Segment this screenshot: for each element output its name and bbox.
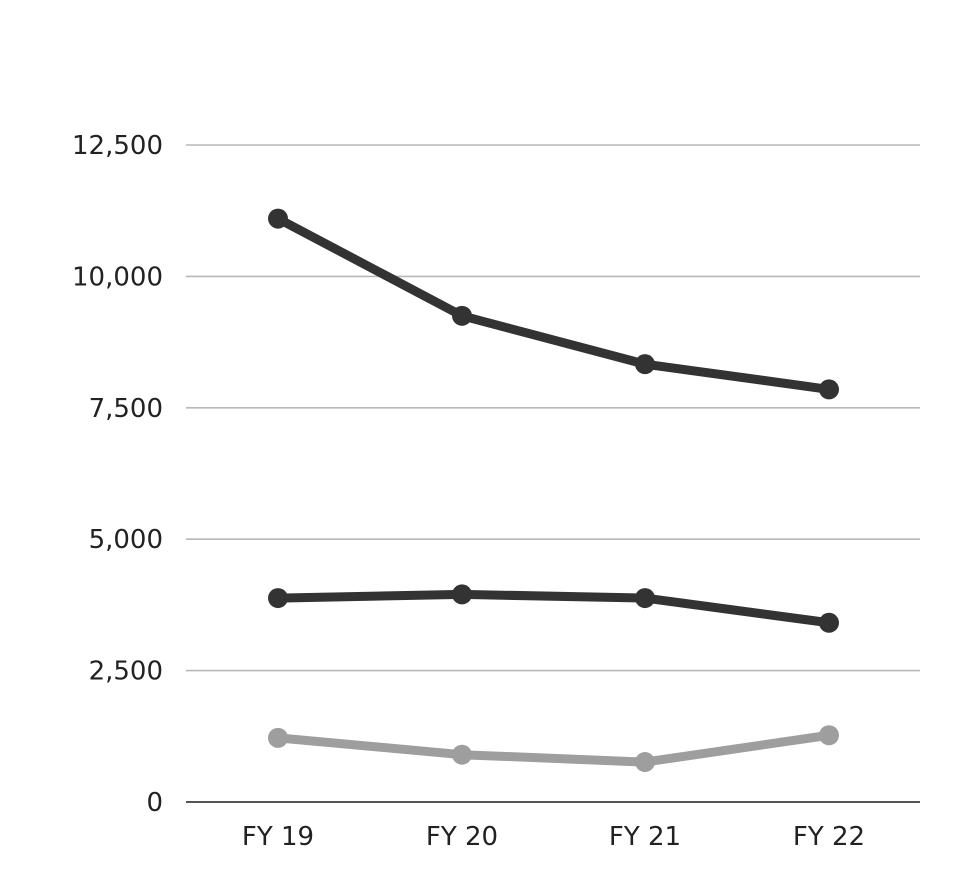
y-tick-label: 10,000: [72, 262, 163, 292]
x-tick-labels: FY 19 FY 20 FY 21 FY 22: [242, 822, 865, 852]
y-tick-label: 7,500: [89, 394, 163, 424]
x-tick-label: FY 21: [609, 822, 681, 852]
series-2-point: [268, 588, 288, 609]
series-3-point: [452, 744, 472, 765]
y-tick-label: 12,500: [72, 131, 163, 161]
y-tick-label: 5,000: [89, 525, 163, 555]
x-tick-label: FY 20: [426, 822, 498, 852]
series-2-point: [635, 588, 655, 609]
x-tick-label: FY 22: [793, 822, 865, 852]
series-2-point: [452, 584, 472, 605]
series-3-point: [819, 725, 839, 746]
series-3-point: [268, 727, 288, 748]
series-line-1: [273, 214, 834, 394]
series-line-3: [273, 730, 834, 767]
series-1-point: [268, 208, 288, 229]
series-3-point: [635, 752, 655, 773]
series-line-2: [273, 589, 834, 628]
gridlines: [186, 144, 920, 672]
series-lines: [268, 208, 839, 773]
x-tick-label: FY 19: [242, 822, 314, 852]
y-tick-labels: 0 2,500 5,000 7,500 10,000 12,500: [72, 131, 163, 818]
series-2-point: [819, 612, 839, 633]
y-tick-label: 2,500: [89, 657, 163, 687]
y-tick-label: 0: [146, 788, 163, 818]
series-1-point: [635, 354, 655, 375]
series-1-point: [819, 379, 839, 400]
series-1-point: [452, 305, 472, 326]
